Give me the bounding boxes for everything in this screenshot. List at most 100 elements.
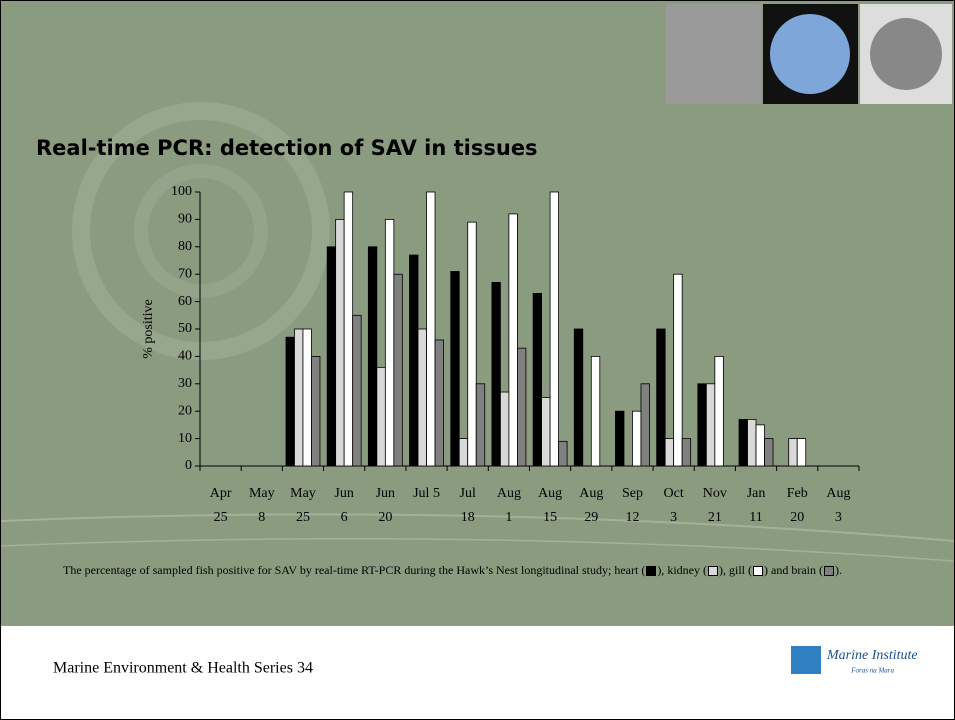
bar (294, 328, 304, 467)
caption-text: ( (638, 563, 646, 577)
decoration (134, 164, 268, 298)
x-tick-label: Aug (538, 486, 562, 501)
bar (500, 391, 510, 467)
caption-text: ). (834, 563, 842, 577)
x-tick-label: Jun (334, 486, 353, 501)
caption: The percentage of sampled fish positive … (63, 561, 903, 579)
legend-label: gill (728, 563, 745, 577)
x-tick-label: 21 (708, 510, 722, 525)
bar (714, 355, 724, 467)
decoration (1, 513, 954, 542)
footer-text: Marine Environment & Health Series 34 (53, 660, 313, 677)
x-tick-label: 12 (625, 510, 639, 525)
x-tick-label: Sep (622, 486, 643, 501)
decoration (1, 537, 954, 562)
x-tick-label: May (290, 486, 316, 501)
bar (335, 218, 345, 467)
legend-label: heart (614, 563, 639, 577)
image (770, 14, 850, 94)
y-tick-label: 100 (171, 184, 192, 199)
image (870, 18, 942, 90)
y-tick-label: 60 (178, 294, 192, 309)
bar (747, 419, 757, 467)
bar (367, 246, 378, 467)
y-tick-label: 0 (185, 458, 192, 473)
legend-swatch (753, 566, 763, 577)
bar (796, 438, 807, 467)
chart-title: Real-time PCR: detection of SAV in tissu… (36, 136, 538, 160)
bar (311, 355, 321, 467)
bar (590, 355, 601, 467)
legend-swatch (646, 566, 657, 577)
caption-text: ( (815, 563, 823, 577)
x-tick-label: Jul (460, 486, 476, 501)
y-tick-label: 50 (178, 321, 192, 336)
bar (450, 271, 460, 467)
logo-subtext: Foras na Mara (850, 667, 894, 675)
x-tick-label: 8 (258, 510, 265, 525)
bar (549, 191, 559, 467)
bar (541, 397, 551, 467)
bar (697, 383, 707, 467)
x-tick-label: Jul 5 (413, 486, 440, 501)
x-tick-label: 20 (378, 510, 392, 525)
bar (475, 383, 486, 467)
x-tick-label: 3 (670, 510, 677, 525)
x-tick-label: Oct (664, 486, 684, 501)
image (666, 4, 761, 104)
x-tick-label: 29 (584, 510, 598, 525)
bar (532, 292, 542, 467)
bar (673, 273, 683, 467)
x-tick-label: Apr (210, 486, 232, 501)
x-tick-label: 1 (505, 510, 512, 525)
bar (632, 410, 642, 467)
x-tick-label: 25 (296, 510, 310, 525)
x-tick-label: May (249, 486, 275, 501)
x-tick-label: 20 (790, 510, 804, 525)
caption-text: ( (745, 563, 752, 577)
bar (640, 383, 650, 467)
bar (705, 383, 716, 467)
bar (491, 282, 501, 467)
bar (755, 424, 765, 467)
x-tick-label: Jun (376, 486, 395, 501)
bar (788, 438, 798, 467)
decoration (72, 102, 330, 360)
bar (326, 246, 337, 467)
bar (285, 336, 295, 467)
bar (409, 254, 419, 467)
bar (376, 366, 386, 467)
x-tick-label: Aug (497, 486, 521, 501)
y-axis-label: % positive (141, 299, 156, 359)
legend-label: kidney (667, 563, 700, 577)
bar (738, 419, 748, 467)
bar (467, 221, 477, 467)
bar (615, 410, 625, 467)
caption-text: ) and (764, 563, 792, 577)
x-tick-label: Nov (703, 486, 727, 501)
x-tick-label: 3 (835, 510, 842, 525)
legend-swatch (823, 566, 834, 577)
x-tick-label: 18 (461, 510, 475, 525)
bar (384, 218, 395, 467)
x-tick-label: 11 (749, 510, 762, 525)
bar (558, 440, 568, 467)
caption-text: ( (699, 563, 707, 577)
bar (352, 314, 362, 467)
legend-label: brain (791, 563, 816, 577)
y-tick-label: 80 (178, 239, 192, 254)
x-tick-label: 15 (543, 510, 557, 525)
y-tick-label: 10 (178, 431, 192, 446)
bar (656, 328, 666, 467)
bar (664, 438, 675, 467)
x-tick-label: 25 (214, 510, 228, 525)
x-tick-label: Aug (579, 486, 603, 501)
x-tick-label: Feb (787, 486, 808, 501)
bar (458, 438, 469, 467)
caption-text: ), (718, 563, 729, 577)
bar (343, 191, 354, 467)
background (1, 1, 954, 626)
y-tick-label: 70 (178, 266, 192, 281)
